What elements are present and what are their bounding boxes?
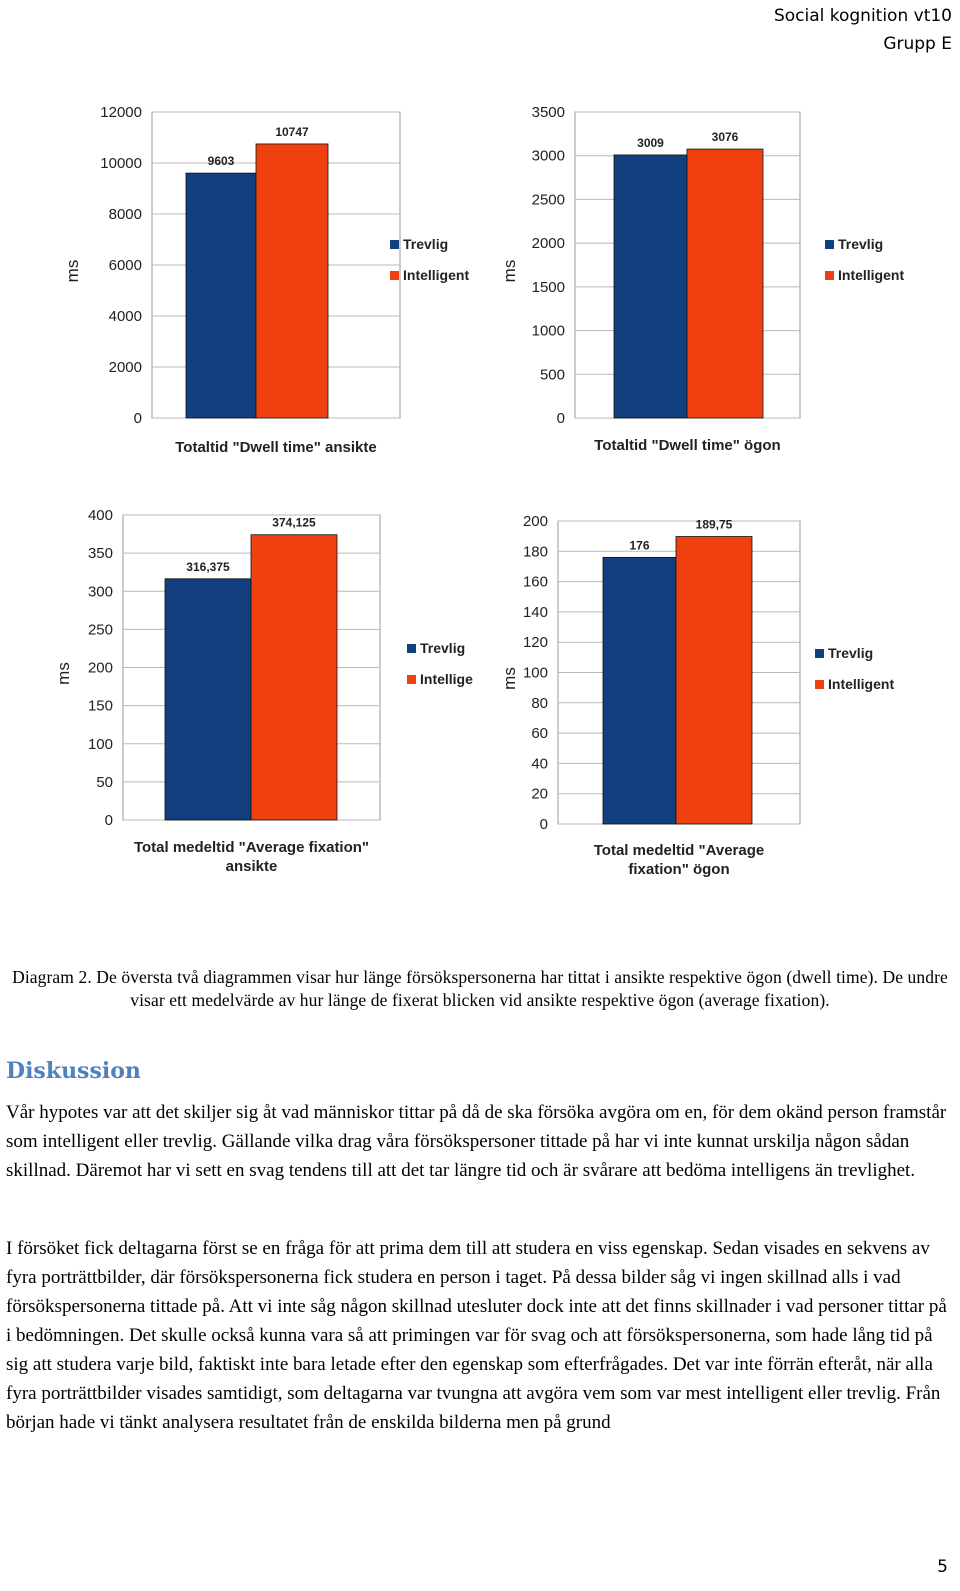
y-tick-label: 0	[134, 410, 142, 427]
bar-trevlig	[613, 154, 688, 419]
legend-label: Intellige	[420, 671, 473, 687]
chart-dwell-eyes: 0 500 1000 1500 2000 2500 3000 3500 3009 3076 ms To…	[500, 104, 904, 454]
y-tick-label: 3500	[532, 104, 565, 121]
y-tick-label: 10000	[100, 155, 142, 172]
x-axis-label: ansikte	[226, 858, 278, 875]
y-axis-label: ms	[500, 260, 519, 283]
y-axis-label: ms	[54, 662, 73, 685]
data-label: 176	[629, 538, 649, 552]
section-heading: Diskussion	[6, 1058, 141, 1084]
bar-trevlig	[164, 578, 252, 821]
y-tick-label: 40	[531, 755, 548, 772]
y-axis-label: ms	[500, 667, 519, 690]
chart-fixation-face: 0 50 100 150 200 250 300 350 400 316,375 374,125 ms…	[54, 507, 473, 875]
x-axis-label: Totaltid "Dwell time" ansikte	[175, 439, 376, 456]
y-tick-label: 120	[523, 634, 548, 651]
y-tick-label: 160	[523, 574, 548, 591]
chart-fixation-eyes: 0 20 40 60 80 100 120 140 160 180 200 176 189,75 ms To…	[500, 513, 894, 878]
legend-swatch	[815, 680, 824, 689]
legend-label: Trevlig	[420, 640, 465, 656]
paragraph-2: I försöket fick deltagarna först se en f…	[6, 1238, 947, 1433]
data-label: 3009	[637, 136, 664, 150]
y-tick-label: 300	[88, 583, 113, 600]
page-header: Social kognition vt10 Grupp E	[774, 2, 952, 58]
y-tick-label: 12000	[100, 104, 142, 121]
y-tick-label: 4000	[109, 308, 142, 325]
y-tick-label: 8000	[109, 206, 142, 223]
y-tick-label: 20	[531, 786, 548, 803]
legend-swatch	[407, 675, 416, 684]
group-name: Grupp E	[883, 34, 952, 54]
y-tick-label: 500	[540, 366, 565, 383]
chart-dwell-face: 0 2000 4000 6000 8000 10000 12000 9603 10747 ms To…	[63, 104, 469, 456]
y-tick-label: 1000	[532, 323, 565, 340]
x-axis-label: Total medeltid "Average	[594, 842, 765, 859]
legend-label: Trevlig	[828, 645, 873, 661]
legend-label: Intelligent	[828, 676, 894, 692]
legend-swatch	[825, 240, 834, 249]
y-tick-label: 200	[523, 513, 548, 530]
y-tick-label: 140	[523, 604, 548, 621]
data-label: 374,125	[272, 516, 316, 530]
y-axis-label: ms	[63, 260, 82, 283]
y-tick-label: 180	[523, 543, 548, 560]
data-label: 9603	[208, 154, 235, 168]
course-name: Social kognition vt10	[773, 6, 952, 26]
y-tick-label: 2000	[109, 359, 142, 376]
y-tick-label: 2500	[532, 191, 565, 208]
y-tick-label: 150	[88, 698, 113, 715]
legend-label: Intelligent	[403, 267, 469, 283]
bar-intelligent	[250, 534, 338, 821]
legend-swatch	[390, 240, 399, 249]
data-label: 3076	[712, 130, 739, 144]
paragraph-1: Vår hypotes var att det skiljer sig åt v…	[6, 1102, 947, 1181]
y-tick-label: 100	[88, 736, 113, 753]
data-label: 10747	[275, 125, 309, 139]
legend-swatch	[390, 271, 399, 280]
y-tick-label: 2000	[532, 235, 565, 252]
bar-intelligent	[686, 148, 764, 419]
y-tick-label: 0	[105, 812, 113, 829]
legend-label: Trevlig	[403, 236, 448, 252]
y-tick-label: 0	[557, 410, 565, 427]
y-tick-label: 100	[523, 665, 548, 682]
legend-label: Trevlig	[838, 236, 883, 252]
x-axis-label: fixation" ögon	[628, 861, 729, 878]
y-tick-label: 350	[88, 545, 113, 562]
y-tick-label: 200	[88, 660, 113, 677]
data-label: 189,75	[696, 518, 733, 532]
y-tick-label: 3000	[532, 148, 565, 165]
y-tick-label: 1500	[532, 279, 565, 296]
legend-swatch	[407, 644, 416, 653]
y-tick-label: 6000	[109, 257, 142, 274]
bar-intelligent	[675, 536, 753, 825]
y-tick-label: 0	[540, 816, 548, 833]
figure-caption: Diagram 2. De översta två diagrammen vis…	[12, 967, 948, 1010]
page-number: 5	[937, 1557, 948, 1577]
bar-trevlig	[602, 556, 677, 825]
y-tick-label: 250	[88, 621, 113, 638]
bar-intelligent	[255, 143, 329, 419]
x-axis-label: Totaltid "Dwell time" ögon	[594, 437, 780, 454]
legend-label: Intelligent	[838, 267, 904, 283]
bar-trevlig	[185, 172, 257, 419]
legend-swatch	[825, 271, 834, 280]
data-label: 316,375	[186, 560, 230, 574]
x-axis-label: Total medeltid "Average fixation"	[134, 839, 369, 856]
y-tick-label: 50	[96, 774, 113, 791]
y-tick-label: 80	[531, 695, 548, 712]
legend-swatch	[815, 649, 824, 658]
y-tick-label: 60	[531, 725, 548, 742]
y-tick-label: 400	[88, 507, 113, 524]
